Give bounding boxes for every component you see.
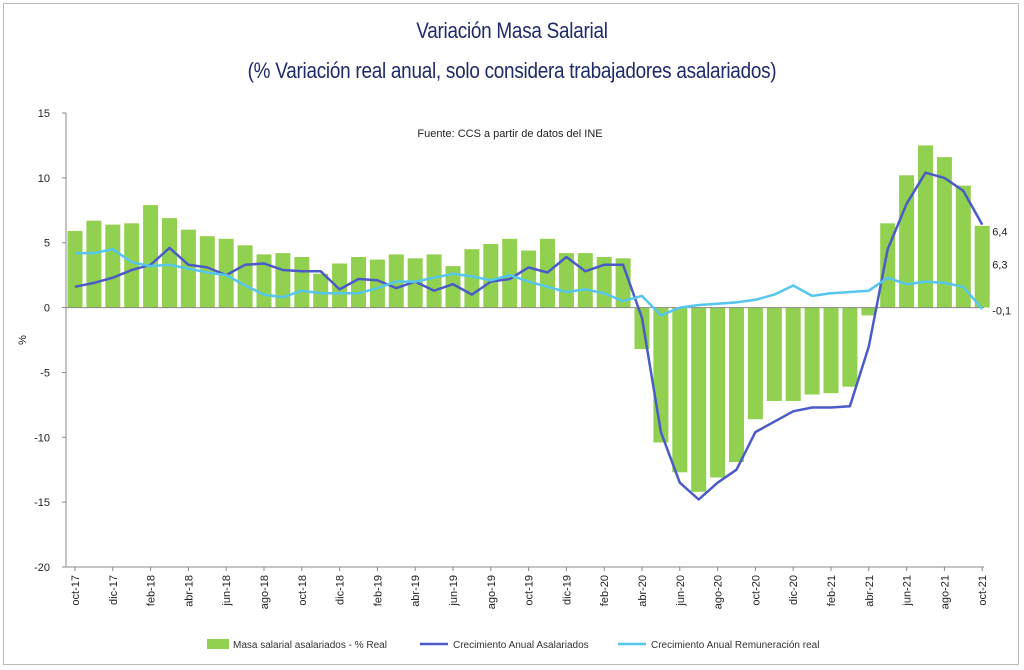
bar (804, 307, 820, 395)
x-tick-label: feb-20 (599, 575, 611, 606)
bar (785, 307, 801, 401)
bar (162, 218, 177, 308)
bar (483, 244, 499, 308)
bar (766, 307, 782, 401)
x-tick-label: feb-18 (146, 575, 158, 606)
x-tick-label: abr-21 (864, 575, 876, 607)
x-tick-label: oct-21 (977, 575, 989, 606)
bar (823, 307, 839, 394)
bar (275, 253, 291, 308)
bar (918, 145, 933, 308)
x-tick-label: ago-21 (939, 575, 951, 609)
x-tick-label: jun-20 (675, 575, 687, 607)
bar (577, 253, 593, 308)
x-tick-label: jun-18 (221, 575, 233, 607)
end-value-label: 6,4 (992, 227, 1007, 239)
x-tick-label: feb-21 (826, 575, 838, 606)
bar (880, 223, 896, 308)
x-tick-label: dic-18 (335, 575, 347, 605)
y-tick-label: 0 (44, 303, 50, 315)
x-tick-label: feb-19 (372, 575, 384, 606)
x-tick-label: ago-19 (486, 575, 498, 609)
legend-label: Crecimiento Anual Asalariados (453, 640, 589, 651)
x-tick-label: dic-20 (788, 575, 800, 605)
axes: 15 10 5 0 -5 -10 -15 -20 oct-17 dic-17 feb-18 abr-1… (34, 108, 989, 609)
bar (294, 257, 310, 308)
bar (124, 223, 140, 308)
bar (369, 259, 385, 308)
chart-title: Variación Masa Salarial (416, 18, 608, 43)
bar (672, 307, 688, 473)
bar (218, 238, 234, 308)
x-tick-label: abr-20 (637, 575, 649, 607)
bar (313, 273, 329, 308)
end-value-label: -0,1 (992, 306, 1011, 318)
y-tick-label: 10 (38, 173, 50, 185)
source-note: Fuente: CCS a partir de datos del INE (417, 128, 602, 140)
legend-label: Crecimiento Anual Remuneración real (651, 640, 819, 651)
bar (936, 157, 952, 308)
y-tick-label: -10 (34, 432, 50, 444)
bar (842, 307, 858, 387)
x-tick-label: abr-18 (183, 575, 195, 607)
x-tick-label: oct-18 (297, 575, 309, 606)
bar (729, 307, 744, 462)
bar (710, 307, 726, 478)
bar (955, 185, 971, 308)
bar (67, 231, 83, 308)
x-tick-label: jun-19 (448, 575, 460, 607)
legend: Masa salarial asalariados - % Real Crecim… (207, 639, 819, 651)
bar (861, 307, 877, 316)
chart-subtitle: (% Variación real anual, solo considera … (247, 58, 777, 83)
y-tick-label: -20 (34, 562, 50, 574)
line-series (74, 171, 984, 501)
bar (143, 205, 159, 308)
bar (747, 307, 763, 420)
end-labels: 6,4 6,3 -0,1 (992, 227, 1011, 318)
bar (615, 258, 631, 308)
bar (974, 225, 990, 308)
bar (558, 253, 574, 308)
bar (899, 175, 915, 308)
y-tick-label: 5 (44, 238, 50, 250)
bar (502, 238, 518, 308)
bar (653, 307, 669, 443)
bar (86, 220, 102, 308)
x-tick-label: oct-20 (750, 575, 762, 606)
y-tick-label: -15 (34, 497, 50, 509)
bar (521, 250, 537, 308)
bar (691, 307, 707, 492)
y-axis-label: % (17, 335, 29, 345)
x-tick-label: dic-19 (561, 575, 573, 605)
bar (351, 257, 366, 308)
bar (332, 263, 348, 308)
bar (237, 245, 253, 308)
bar (105, 224, 121, 308)
legend-label: Masa salarial asalariados - % Real (233, 640, 387, 651)
x-tick-label: oct-19 (524, 575, 536, 606)
y-tick-label: 15 (38, 108, 50, 120)
x-tick-label: ago-18 (259, 575, 271, 609)
end-value-label: 6,3 (992, 260, 1007, 272)
bar (426, 254, 442, 308)
x-tick-label: abr-19 (410, 575, 422, 607)
bar-series (67, 145, 990, 492)
x-tick-label: ago-20 (713, 575, 725, 609)
x-tick-label: jun-21 (902, 575, 914, 607)
line-remuneracion-real (75, 247, 984, 317)
x-tick-label: oct-17 (70, 575, 82, 606)
bar (445, 266, 461, 308)
legend-swatch (207, 639, 229, 649)
y-tick-label: -5 (40, 367, 50, 379)
x-tick-label: dic-17 (108, 575, 120, 605)
